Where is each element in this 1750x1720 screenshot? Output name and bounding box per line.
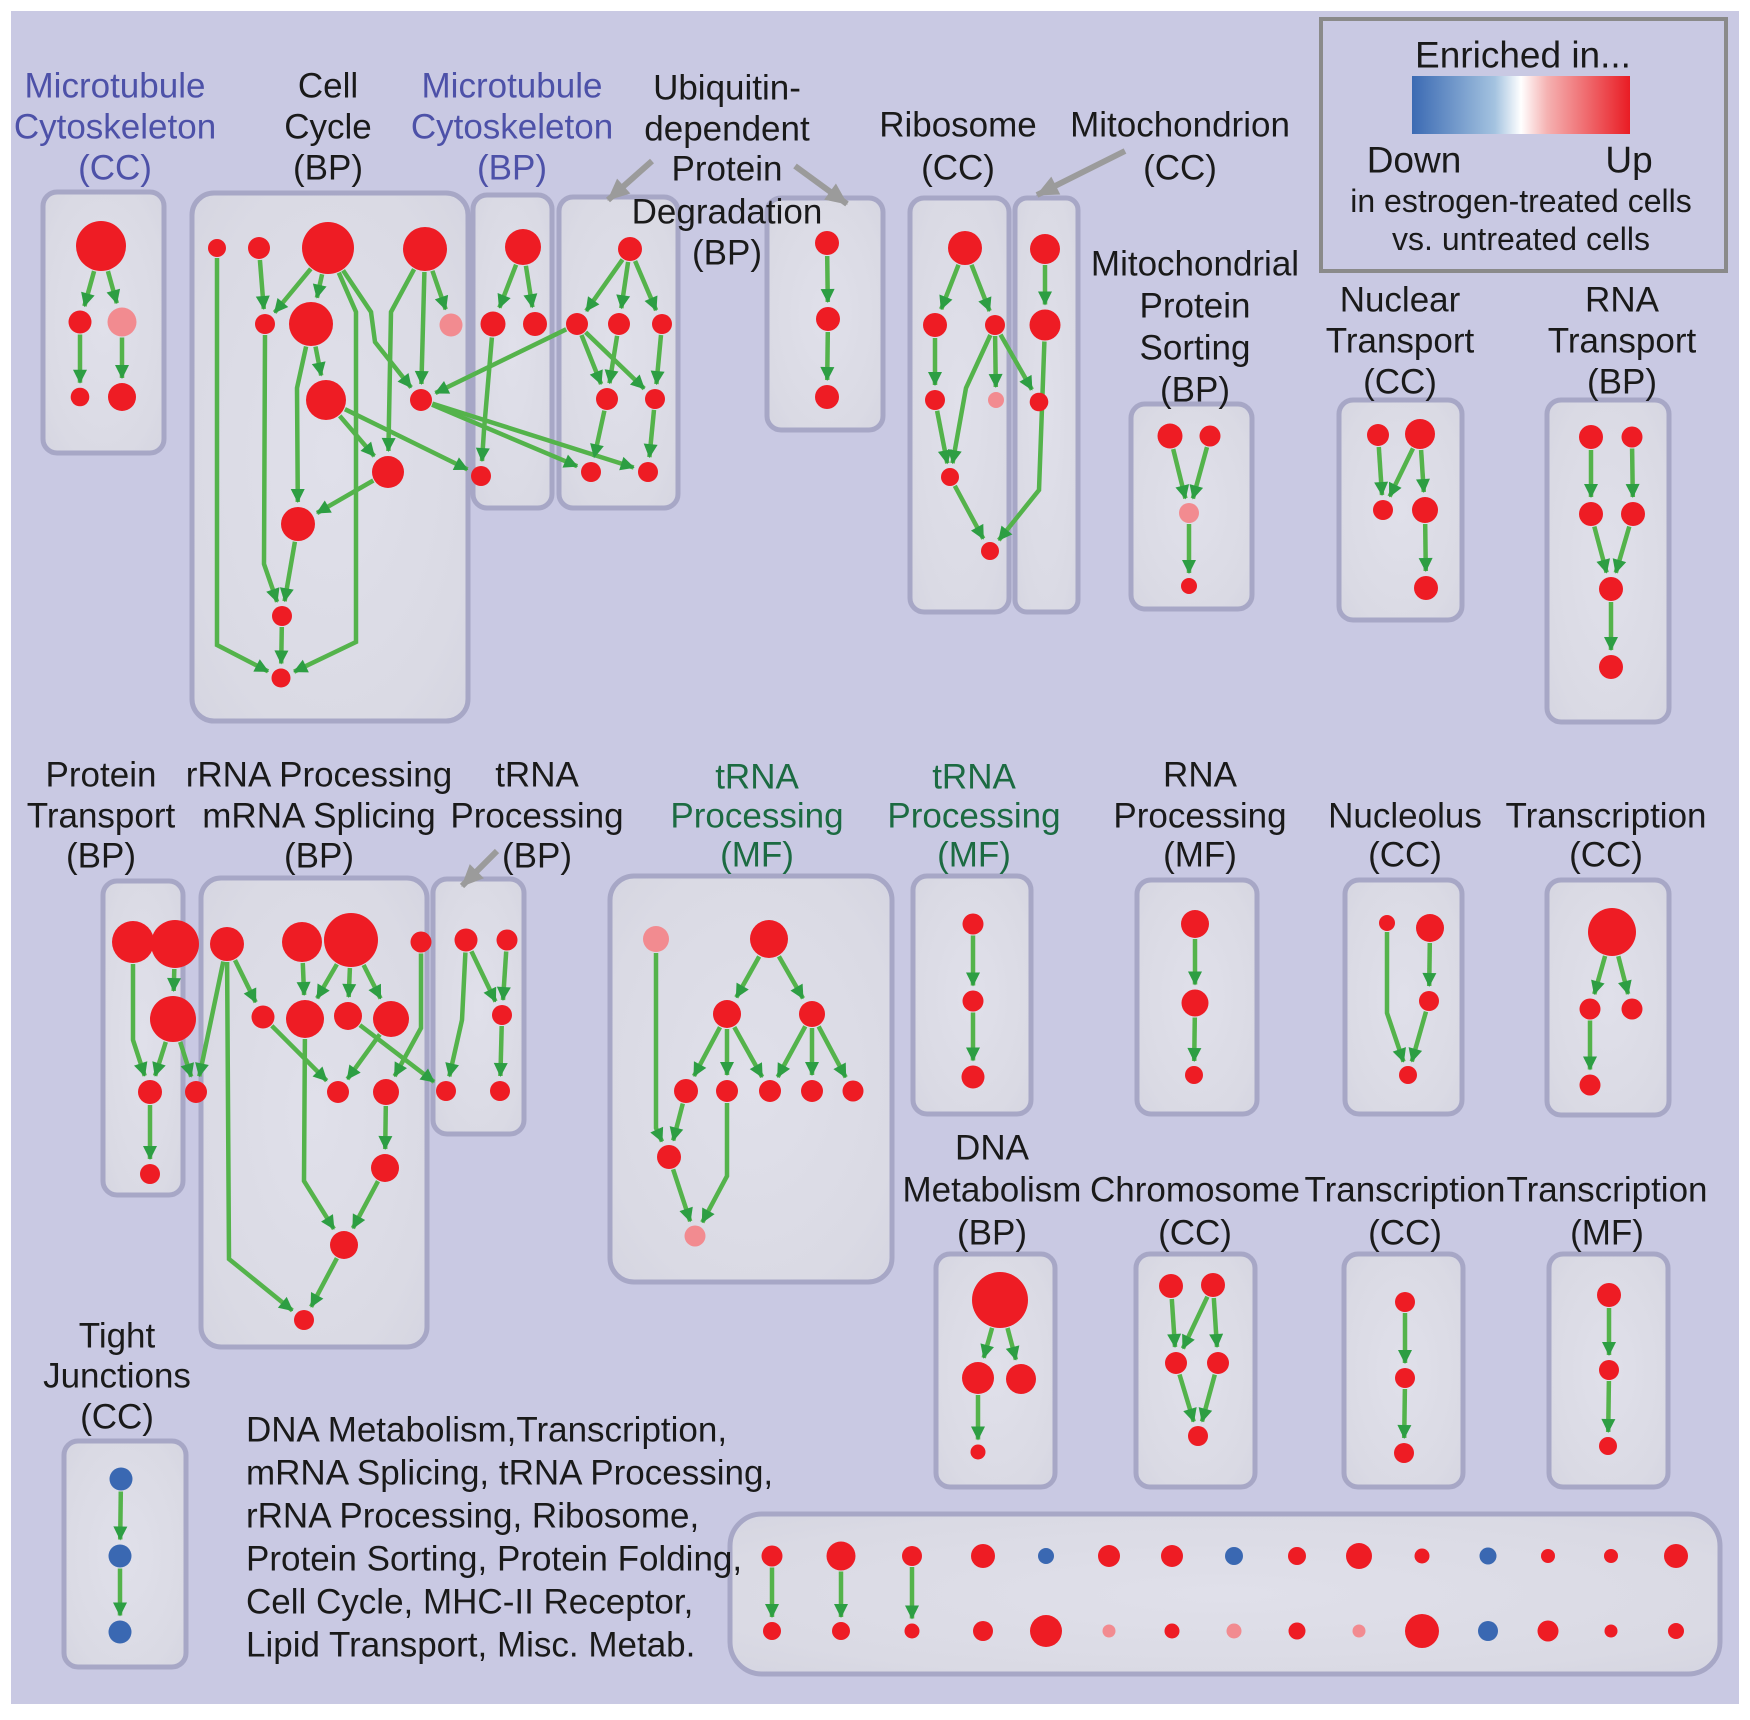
svg-text:DNA: DNA	[955, 1129, 1030, 1168]
svg-text:(BP): (BP)	[293, 149, 363, 188]
svg-text:Protein: Protein	[672, 150, 783, 189]
svg-text:rRNA Processing, Ribosome,: rRNA Processing, Ribosome,	[246, 1497, 699, 1536]
svg-text:mRNA Splicing: mRNA Splicing	[202, 797, 435, 836]
svg-text:tRNA: tRNA	[715, 758, 799, 797]
svg-text:(CC): (CC)	[921, 149, 995, 188]
svg-text:(CC): (CC)	[1368, 1214, 1442, 1253]
svg-text:Nucleolus: Nucleolus	[1328, 797, 1482, 836]
svg-text:(BP): (BP)	[692, 234, 762, 273]
svg-text:tRNA: tRNA	[495, 756, 579, 795]
svg-text:in estrogen-treated cells: in estrogen-treated cells	[1350, 183, 1692, 219]
svg-text:mRNA Splicing, tRNA Processing: mRNA Splicing, tRNA Processing,	[246, 1454, 773, 1493]
svg-text:Sorting: Sorting	[1140, 329, 1251, 368]
svg-text:(MF): (MF)	[1570, 1214, 1644, 1253]
svg-text:Metabolism: Metabolism	[903, 1171, 1082, 1210]
svg-text:Cytoskeleton: Cytoskeleton	[14, 108, 216, 147]
svg-text:Processing: Processing	[1113, 797, 1286, 836]
svg-text:(BP): (BP)	[502, 837, 572, 876]
svg-text:RNA: RNA	[1585, 281, 1660, 320]
svg-text:(CC): (CC)	[80, 1398, 154, 1437]
svg-text:DNA Metabolism,Transcription,: DNA Metabolism,Transcription,	[246, 1411, 727, 1450]
svg-text:(CC): (CC)	[1143, 149, 1217, 188]
svg-text:(CC): (CC)	[78, 149, 152, 188]
svg-text:Cytoskeleton: Cytoskeleton	[411, 108, 613, 147]
svg-text:Mitochondrion: Mitochondrion	[1070, 106, 1290, 145]
svg-text:Cycle: Cycle	[284, 108, 372, 147]
svg-text:(BP): (BP)	[1587, 363, 1657, 402]
svg-text:Protein: Protein	[46, 756, 157, 795]
svg-text:Lipid Transport, Misc. Metab.: Lipid Transport, Misc. Metab.	[246, 1626, 695, 1665]
svg-text:Degradation: Degradation	[632, 193, 823, 232]
svg-text:Processing: Processing	[670, 797, 843, 836]
svg-text:Tight: Tight	[79, 1317, 156, 1356]
svg-text:rRNA Processing: rRNA Processing	[186, 756, 452, 795]
svg-text:Protein: Protein	[1140, 287, 1251, 326]
svg-text:Microtubule: Microtubule	[25, 67, 206, 106]
svg-text:(MF): (MF)	[720, 836, 794, 875]
svg-text:Processing: Processing	[450, 797, 623, 836]
svg-text:Transport: Transport	[1326, 322, 1475, 361]
svg-text:Ribosome: Ribosome	[879, 106, 1037, 145]
svg-text:RNA: RNA	[1163, 756, 1238, 795]
svg-text:Transcription: Transcription	[1506, 797, 1707, 836]
svg-text:(MF): (MF)	[937, 836, 1011, 875]
svg-text:(BP): (BP)	[284, 837, 354, 876]
svg-text:(CC): (CC)	[1158, 1214, 1232, 1253]
svg-text:(CC): (CC)	[1363, 363, 1437, 402]
svg-text:(BP): (BP)	[957, 1214, 1027, 1253]
svg-text:(BP): (BP)	[477, 149, 547, 188]
svg-text:Enriched in...: Enriched in...	[1415, 35, 1631, 76]
svg-text:Processing: Processing	[887, 797, 1060, 836]
svg-text:Up: Up	[1605, 140, 1652, 181]
svg-text:Cell Cycle, MHC-II Receptor,: Cell Cycle, MHC-II Receptor,	[246, 1583, 693, 1622]
svg-text:(BP): (BP)	[1160, 371, 1230, 410]
svg-text:(BP): (BP)	[66, 837, 136, 876]
svg-text:Mitochondrial: Mitochondrial	[1091, 245, 1299, 284]
svg-text:Protein Sorting, Protein Foldi: Protein Sorting, Protein Folding,	[246, 1540, 742, 1579]
svg-text:dependent: dependent	[644, 110, 810, 149]
svg-text:Down: Down	[1367, 140, 1462, 181]
svg-text:Junctions: Junctions	[43, 1357, 191, 1396]
svg-text:tRNA: tRNA	[932, 758, 1016, 797]
svg-text:(CC): (CC)	[1569, 836, 1643, 875]
svg-text:Ubiquitin-: Ubiquitin-	[653, 69, 801, 108]
svg-text:Microtubule: Microtubule	[422, 67, 603, 106]
svg-text:Transcription: Transcription	[1507, 1171, 1708, 1210]
svg-text:Transcription: Transcription	[1305, 1171, 1506, 1210]
svg-text:Chromosome: Chromosome	[1090, 1171, 1300, 1210]
svg-text:(CC): (CC)	[1368, 836, 1442, 875]
svg-text:Transport: Transport	[27, 797, 176, 836]
svg-text:(MF): (MF)	[1163, 836, 1237, 875]
svg-text:vs. untreated cells: vs. untreated cells	[1392, 221, 1650, 257]
svg-text:Nuclear: Nuclear	[1340, 281, 1461, 320]
svg-text:Cell: Cell	[298, 67, 358, 106]
svg-text:Transport: Transport	[1548, 322, 1697, 361]
